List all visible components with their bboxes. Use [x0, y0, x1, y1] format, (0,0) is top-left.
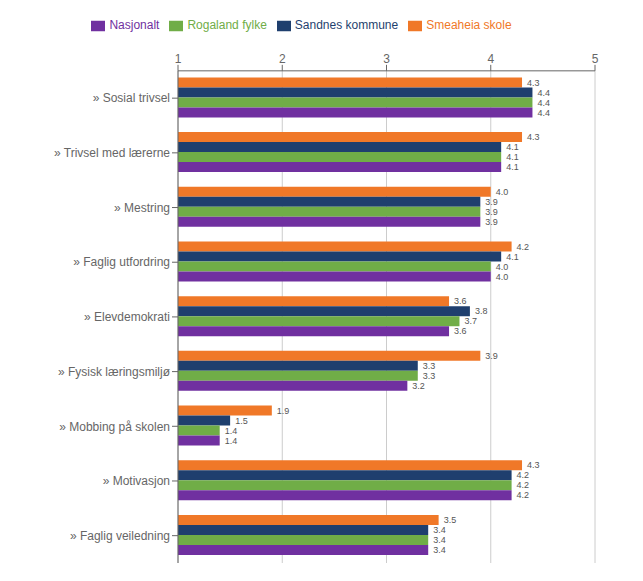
svg-text:» Sosial trivsel: » Sosial trivsel	[93, 91, 170, 105]
svg-text:» Faglig utfordring: » Faglig utfordring	[73, 255, 170, 269]
svg-text:4: 4	[487, 52, 494, 66]
svg-text:» Trivsel med lærerne: » Trivsel med lærerne	[54, 146, 170, 160]
svg-text:1.4: 1.4	[225, 426, 238, 436]
svg-text:» Elevdemokrati: » Elevdemokrati	[84, 310, 170, 324]
svg-text:3.4: 3.4	[433, 545, 446, 555]
svg-text:3: 3	[383, 52, 390, 66]
svg-text:4.1: 4.1	[506, 162, 519, 172]
svg-text:4.4: 4.4	[537, 98, 550, 108]
html-text:Nasjonalt: Nasjonalt	[109, 18, 160, 32]
svg-text:3.4: 3.4	[433, 535, 446, 545]
svg-text:3.9: 3.9	[485, 207, 498, 217]
svg-text:4.3: 4.3	[527, 78, 540, 88]
svg-text:» Mestring: » Mestring	[114, 201, 170, 215]
svg-text:3.5: 3.5	[444, 515, 457, 525]
svg-text:1.5: 1.5	[235, 416, 248, 426]
svg-text:2: 2	[279, 52, 286, 66]
svg-text:4.0: 4.0	[496, 187, 509, 197]
svg-text:4.1: 4.1	[506, 252, 519, 262]
svg-text:3.4: 3.4	[433, 525, 446, 535]
html-text:Rogaland fylke: Rogaland fylke	[187, 18, 267, 32]
svg-text:4.4: 4.4	[537, 88, 550, 98]
svg-text:4.2: 4.2	[517, 480, 530, 490]
svg-text:4.4: 4.4	[537, 108, 550, 118]
svg-text:4.1: 4.1	[506, 142, 519, 152]
svg-text:4.3: 4.3	[527, 460, 540, 470]
svg-text:3.9: 3.9	[485, 197, 498, 207]
svg-text:3.8: 3.8	[475, 306, 488, 316]
html-text:Smeaheia skole: Smeaheia skole	[426, 18, 512, 32]
svg-text:3.6: 3.6	[454, 326, 467, 336]
svg-text:» Motivasjon: » Motivasjon	[103, 474, 170, 488]
svg-text:4.3: 4.3	[527, 132, 540, 142]
svg-text:3.9: 3.9	[485, 351, 498, 361]
svg-text:» Mobbing på skolen: » Mobbing på skolen	[59, 420, 170, 434]
svg-text:4.1: 4.1	[506, 152, 519, 162]
svg-text:3.6: 3.6	[454, 296, 467, 306]
svg-text:3.7: 3.7	[464, 316, 477, 326]
svg-text:3.3: 3.3	[423, 371, 436, 381]
svg-text:1.9: 1.9	[277, 406, 290, 416]
svg-text:» Fysisk læringsmiljø: » Fysisk læringsmiljø	[58, 365, 171, 379]
svg-text:1: 1	[175, 52, 182, 66]
svg-text:3.2: 3.2	[412, 381, 425, 391]
html-text:Sandnes kommune: Sandnes kommune	[294, 18, 399, 32]
svg-text:4.2: 4.2	[517, 470, 530, 480]
svg-text:4.0: 4.0	[496, 262, 509, 272]
svg-text:4.0: 4.0	[496, 272, 509, 282]
svg-text:3.3: 3.3	[423, 361, 436, 371]
svg-text:3.9: 3.9	[485, 217, 498, 227]
svg-text:4.2: 4.2	[517, 490, 530, 500]
svg-text:4.2: 4.2	[517, 242, 530, 252]
svg-text:» Faglig veiledning: » Faglig veiledning	[70, 529, 170, 543]
svg-text:5: 5	[592, 52, 599, 66]
svg-text:1.4: 1.4	[225, 436, 238, 446]
